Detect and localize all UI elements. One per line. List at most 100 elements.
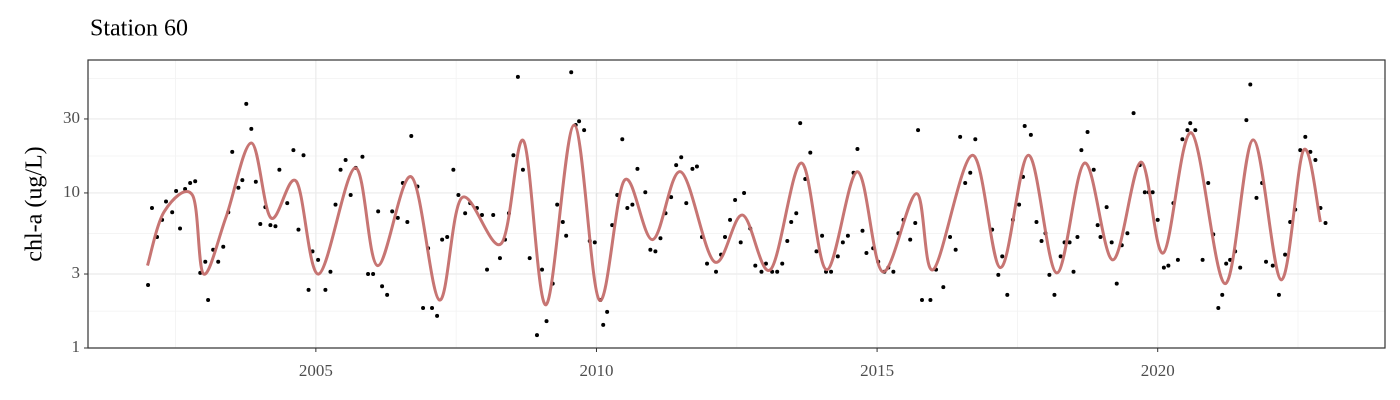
data-point [928,297,933,302]
data-point [1028,132,1033,137]
data-point [864,250,869,255]
data-point [653,249,658,254]
data-point [146,282,151,287]
data-point [620,137,625,142]
data-point [694,164,699,169]
data-point [1276,292,1281,297]
data-point [376,209,381,214]
data-point [808,150,813,155]
data-point [409,133,414,138]
data-point [1098,234,1103,239]
data-point [170,210,175,215]
data-point [390,209,395,214]
data-point [178,226,183,231]
data-point [733,198,738,203]
data-point [273,224,278,229]
x-tick-label: 2015 [860,361,894,380]
data-point [258,222,263,227]
data-point [948,234,953,239]
data-point [1071,269,1076,274]
data-point [669,195,674,200]
data-point [174,188,179,193]
data-point [759,269,764,274]
data-point [958,134,963,139]
x-tick-label: 2010 [579,361,613,380]
data-point [679,155,684,160]
data-point [780,261,785,266]
data-point [829,269,834,274]
data-point [395,215,400,220]
data-point [625,205,630,210]
data-point [328,269,333,274]
data-point [385,292,390,297]
data-point [1109,240,1114,245]
data-point [968,170,973,175]
data-point [1155,217,1160,222]
data-point [953,247,958,252]
data-point [515,74,520,79]
data-point [1283,252,1288,257]
data-point [1005,292,1010,297]
data-point [1034,219,1039,224]
data-point [206,297,211,302]
data-point [1206,180,1211,185]
y-tick-label: 10 [63,182,80,201]
data-point [1161,265,1166,270]
data-point [798,121,803,126]
data-point [1052,292,1057,297]
data-point [534,333,539,338]
data-point [323,287,328,292]
data-point [366,272,371,277]
data-point [1085,130,1090,135]
data-point [916,128,921,133]
data-point [564,233,569,238]
data-point [742,190,747,195]
y-tick-label: 3 [72,263,81,282]
data-point [1313,158,1318,163]
data-point [216,259,221,264]
data-point [430,306,435,311]
data-point [1114,281,1119,286]
data-point [738,240,743,245]
data-point [348,192,353,197]
data-point [491,213,496,218]
data-point [635,166,640,171]
data-point [277,167,282,172]
data-point [527,256,532,261]
data-point [1298,148,1303,153]
data-point [763,261,768,266]
data-point [371,272,376,277]
data-point [221,244,226,249]
data-point [405,219,410,224]
data-point [1308,149,1313,154]
data-point [268,223,273,228]
data-point [913,220,918,225]
data-point [705,261,710,266]
data-point [540,267,545,272]
data-point [333,202,338,207]
data-point [1166,263,1171,268]
data-point [203,259,208,264]
data-point [605,309,610,314]
data-point [485,267,490,272]
data-point [1017,202,1022,207]
data-point [1095,223,1100,228]
data-point [789,219,794,224]
data-point [497,256,502,261]
data-point [240,178,245,183]
data-point [253,179,258,184]
data-point [728,217,733,222]
data-point [1131,111,1136,116]
data-point [1264,259,1269,264]
data-point [451,167,456,172]
data-point [855,147,860,152]
data-point [291,148,296,153]
data-point [440,237,445,242]
data-point [973,137,978,142]
data-point [577,119,582,124]
data-point [1254,195,1259,200]
data-point [1022,124,1027,129]
data-point [722,234,727,239]
data-point [820,233,825,238]
